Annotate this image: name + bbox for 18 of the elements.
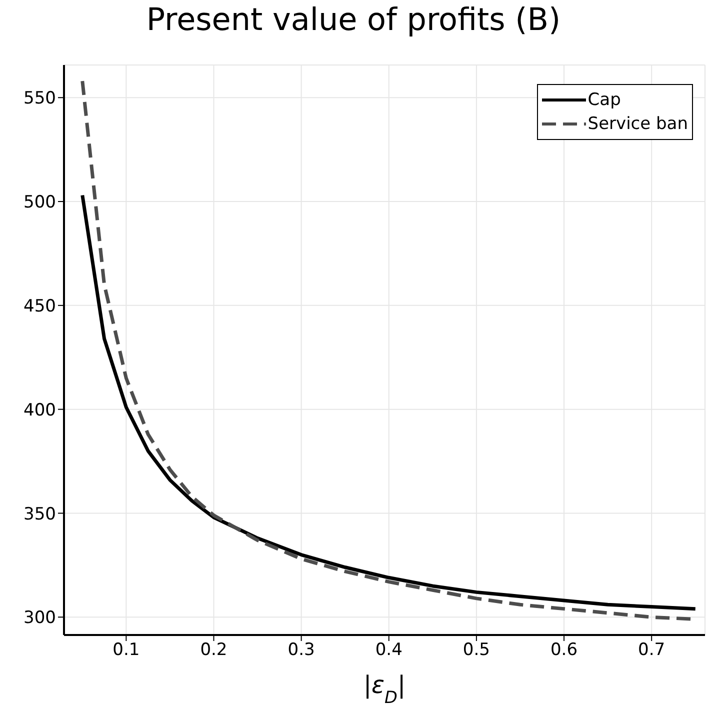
x-tick-label: 0.7: [638, 640, 666, 660]
line-series: [80, 194, 698, 611]
y-tick-label: 500: [24, 192, 56, 213]
x-tick-label: 0.4: [375, 640, 402, 660]
chart-title: Present value of profits (B): [145, 1, 562, 40]
legend-label: Cap: [588, 89, 621, 112]
x-tick-label: 0.3: [288, 640, 315, 660]
x-tick-label: 0.2: [200, 640, 228, 660]
y-tick-label: 300: [24, 608, 56, 628]
y-tick-label: 350: [24, 504, 56, 524]
x-axis-title: |ε$_{D}$|: [363, 671, 406, 707]
y-tick-label: 450: [24, 296, 56, 316]
legend-label: Service ban: [588, 113, 688, 136]
x-tick-label: 0.6: [550, 640, 578, 660]
y-tick-label: 550: [24, 88, 56, 109]
x-tick-label: 0.5: [462, 640, 490, 660]
y-tick-label: 400: [24, 400, 56, 420]
x-tick-label: 0.1: [112, 640, 140, 660]
